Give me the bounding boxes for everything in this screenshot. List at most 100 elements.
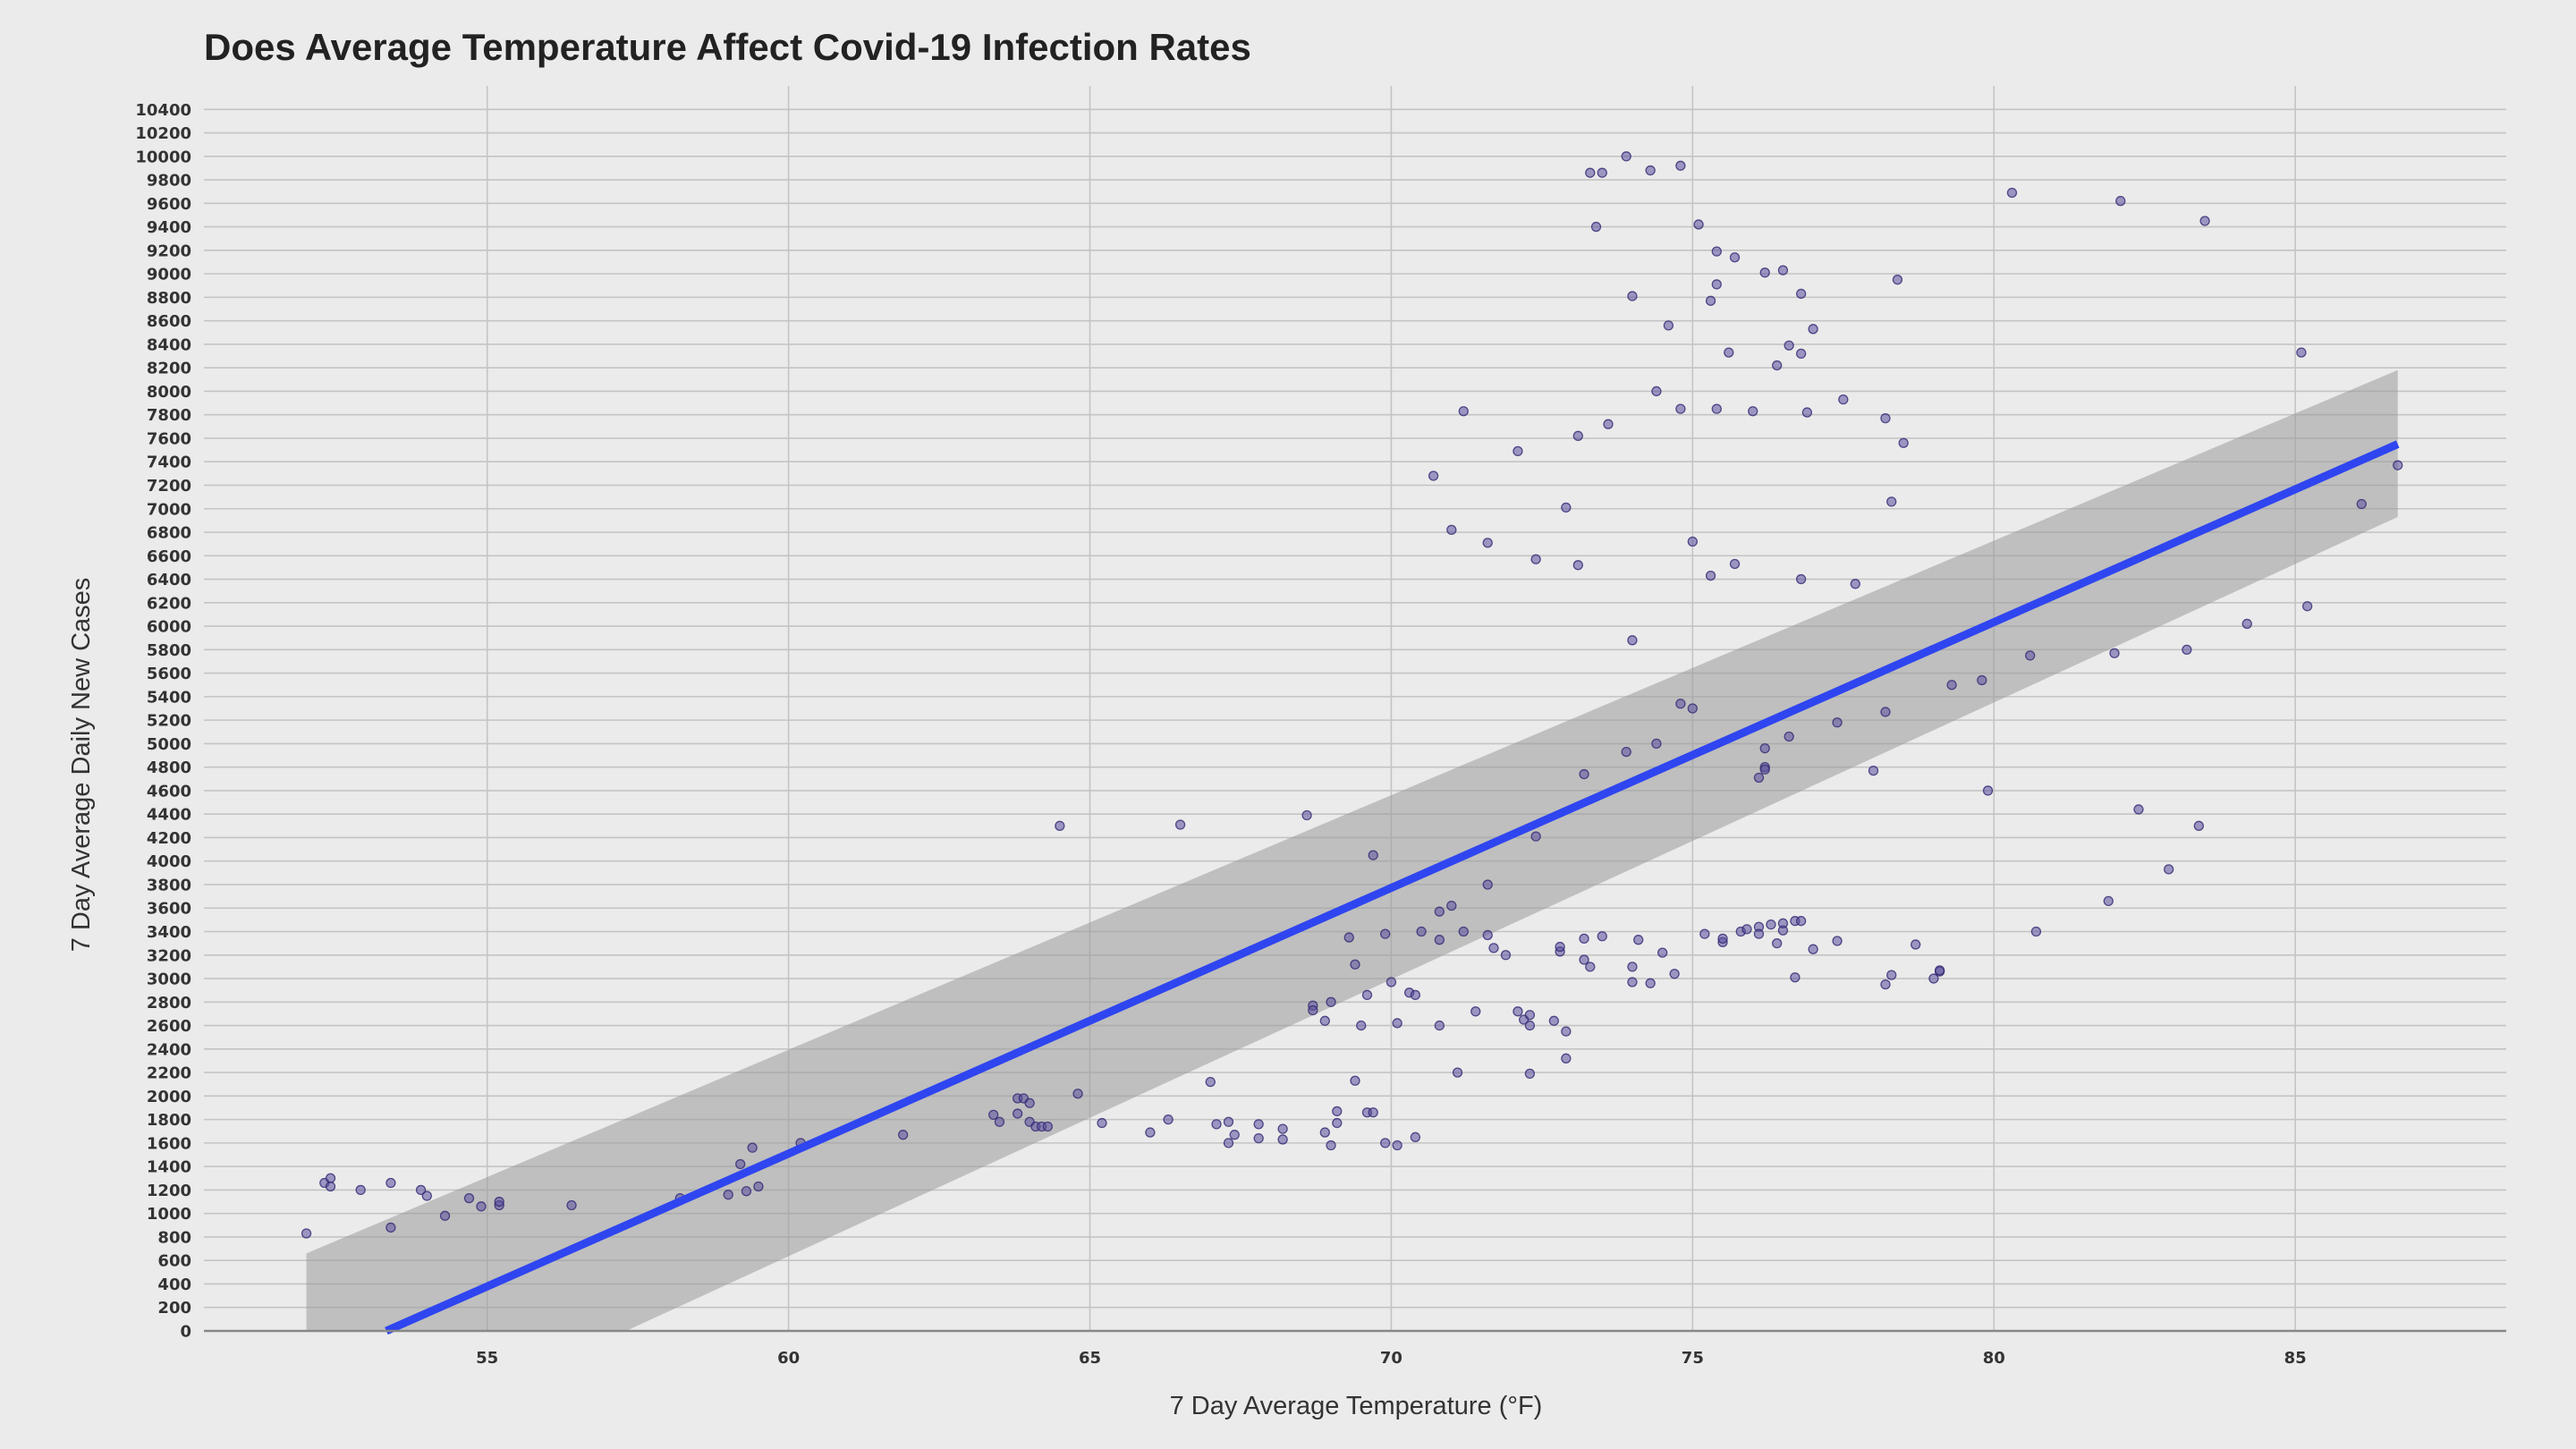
data-point: [2301, 601, 2313, 612]
x-tick-label: 75: [1682, 1349, 1704, 1368]
data-point: [897, 1130, 909, 1140]
data-point: [1982, 785, 1994, 796]
data-point: [1753, 928, 1765, 939]
data-point: [1024, 1097, 1035, 1108]
data-point: [1880, 412, 1891, 424]
data-point: [1772, 360, 1783, 371]
data-point: [1350, 959, 1360, 970]
data-point: [1253, 1132, 1264, 1144]
data-point: [2109, 648, 2120, 658]
data-point: [1693, 219, 1704, 230]
data-point: [1350, 1075, 1360, 1086]
x-tick-label: 55: [476, 1349, 498, 1368]
data-point: [1253, 1119, 1264, 1130]
data-point: [1627, 291, 1638, 301]
data-point: [1585, 167, 1596, 178]
data-point: [1795, 348, 1807, 360]
y-tick-label: 7800: [147, 406, 191, 425]
data-point: [1651, 386, 1662, 397]
data-point: [2393, 460, 2403, 470]
data-point: [1801, 407, 1813, 418]
y-tick-label: 7000: [147, 500, 191, 519]
y-tick-label: 8800: [147, 289, 191, 308]
data-point: [1482, 538, 1493, 548]
data-point: [1808, 324, 1818, 335]
y-tick-label: 9400: [147, 218, 191, 237]
y-tick-label: 8200: [147, 360, 191, 378]
data-point: [1729, 558, 1741, 570]
data-point: [1597, 931, 1607, 942]
data-point: [1711, 279, 1722, 290]
y-tick-label: 2000: [147, 1088, 191, 1106]
y-tick-label: 3600: [147, 900, 191, 919]
data-point: [1705, 295, 1716, 306]
y-tick-label: 1800: [147, 1111, 191, 1130]
data-point: [1850, 579, 1860, 589]
data-point: [2006, 187, 2018, 199]
confidence-band: [306, 369, 2398, 1331]
data-point: [1669, 969, 1680, 979]
data-point: [1524, 1010, 1536, 1021]
data-point: [1621, 151, 1631, 162]
data-point: [1777, 265, 1789, 275]
x-tick-label: 85: [2284, 1349, 2307, 1368]
data-point: [1361, 989, 1373, 1001]
y-tick-label: 3400: [147, 923, 191, 942]
data-point: [1759, 267, 1770, 278]
y-tick-label: 800: [157, 1228, 191, 1247]
data-point: [1579, 954, 1589, 965]
y-tick-label: 3800: [147, 876, 191, 894]
data-point: [1555, 941, 1565, 953]
data-point: [2115, 196, 2126, 207]
y-tick-label: 10200: [135, 124, 191, 143]
data-point: [1530, 554, 1541, 564]
y-tick-label: 6200: [147, 594, 191, 613]
data-point: [2025, 650, 2036, 661]
data-point: [1880, 707, 1891, 717]
y-tick-label: 400: [157, 1275, 191, 1294]
data-point: [1759, 742, 1770, 754]
data-point: [1705, 570, 1716, 581]
data-point: [325, 1173, 336, 1183]
data-point: [1868, 765, 1879, 776]
data-point: [2182, 644, 2192, 655]
y-axis-label: 7 Day Average Daily New Cases: [67, 578, 96, 953]
data-point: [1326, 1140, 1336, 1151]
y-tick-label: 2400: [147, 1040, 191, 1059]
data-point: [1332, 1117, 1343, 1129]
data-point: [355, 1184, 366, 1196]
y-tick-label: 4600: [147, 782, 191, 801]
data-point: [1711, 403, 1722, 414]
data-point: [1482, 879, 1493, 890]
data-point: [1880, 979, 1891, 990]
y-tick-label: 5800: [147, 641, 191, 660]
data-point: [1645, 165, 1656, 176]
data-point: [1748, 406, 1758, 417]
y-tick-label: 2800: [147, 994, 191, 1013]
data-point: [1572, 430, 1583, 441]
data-point: [2030, 926, 2042, 937]
data-point: [1211, 1119, 1222, 1130]
y-tick-label: 9000: [147, 266, 191, 284]
data-point: [1627, 977, 1638, 987]
data-point: [2193, 820, 2205, 831]
data-point: [301, 1228, 312, 1239]
data-point: [1886, 496, 1897, 507]
data-point: [325, 1181, 336, 1192]
data-point: [1548, 1015, 1560, 1026]
data-point: [1470, 1006, 1481, 1017]
data-point: [1687, 536, 1698, 547]
x-tick-label: 60: [777, 1349, 800, 1368]
data-point: [1946, 680, 1957, 691]
data-point: [1711, 246, 1722, 257]
y-tick-label: 6600: [147, 547, 191, 566]
data-point: [1223, 1116, 1234, 1127]
y-tick-label: 7600: [147, 429, 191, 448]
data-point: [1832, 717, 1843, 728]
data-point: [1530, 831, 1541, 842]
x-tick-label: 80: [1983, 1349, 2005, 1368]
data-point: [2103, 895, 2114, 907]
data-point: [2356, 498, 2367, 510]
y-tick-label: 4200: [147, 829, 191, 848]
